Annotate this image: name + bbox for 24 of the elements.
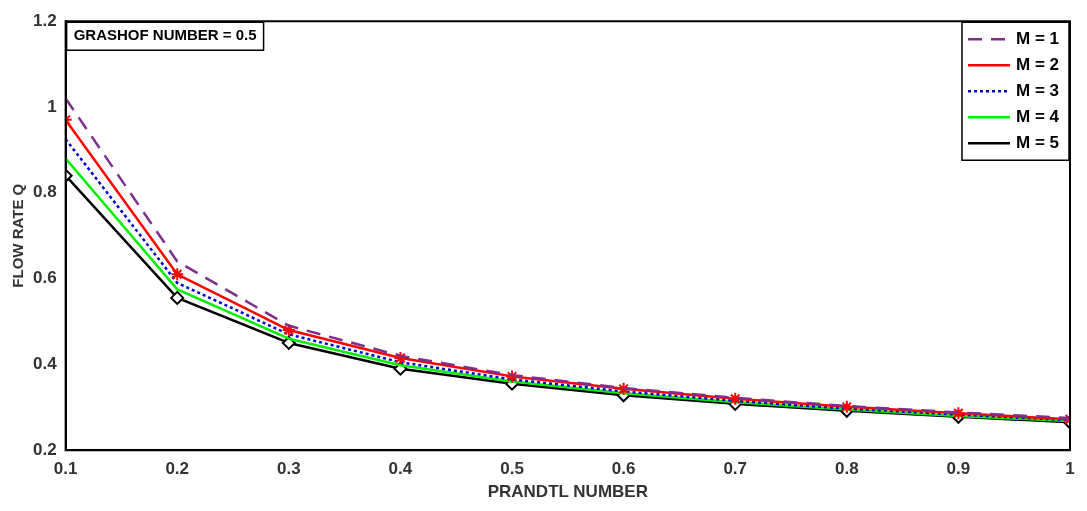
y-tick-label: 1.2 xyxy=(32,10,57,30)
x-tick-label: 0.8 xyxy=(834,459,859,479)
x-tick-label: 0.6 xyxy=(611,459,636,479)
x-axis-title: PRANDTL NUMBER xyxy=(487,482,648,502)
y-tick-label: 0.6 xyxy=(32,268,57,288)
legend-label: M = 5 xyxy=(1016,132,1060,152)
y-tick-label: 1 xyxy=(47,96,57,116)
x-tick-label: 1 xyxy=(1065,459,1075,479)
x-tick-label: 0.2 xyxy=(165,459,190,479)
x-tick-label: 0.5 xyxy=(500,459,524,479)
legend-label: M = 3 xyxy=(1016,80,1060,100)
x-tick-label: 0.7 xyxy=(723,459,748,479)
legend-label: M = 4 xyxy=(1016,106,1060,126)
y-axis-title: FLOW RATE Q xyxy=(9,183,27,288)
annotation: GRASHOF NUMBER = 0.5 xyxy=(73,26,257,44)
y-tick-label: 0.4 xyxy=(32,354,58,374)
x-tick-label: 0.3 xyxy=(277,459,301,479)
y-tick-label: 0.8 xyxy=(32,182,57,202)
x-tick-label: 0.1 xyxy=(53,459,78,479)
x-tick-label: 0.9 xyxy=(946,459,971,479)
legend-label: M = 1 xyxy=(1016,28,1060,48)
x-tick-label: 0.4 xyxy=(388,459,413,479)
legend-label: M = 2 xyxy=(1016,54,1060,74)
y-tick-label: 0.2 xyxy=(32,439,57,459)
